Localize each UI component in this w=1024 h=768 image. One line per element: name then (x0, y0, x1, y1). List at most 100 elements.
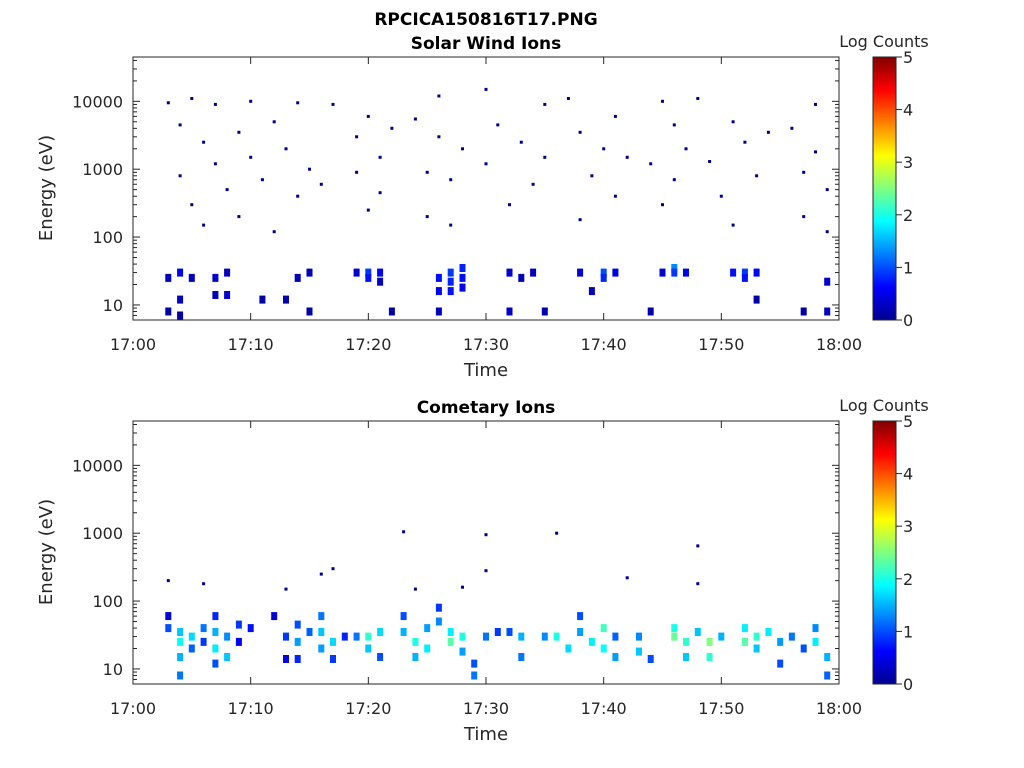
count-dot (814, 150, 817, 154)
count-dot (331, 102, 335, 106)
count-dot (413, 117, 417, 121)
count-dot (308, 167, 311, 171)
colorbar-label: Log Counts (839, 396, 929, 415)
count-dot (437, 94, 441, 98)
count-dot (543, 102, 547, 106)
heatmap-cell (188, 632, 195, 641)
heatmap-cell (353, 632, 360, 641)
count-dot (202, 140, 206, 144)
y-tick-label: 10 (103, 660, 123, 679)
count-dot (437, 135, 441, 139)
count-dot (578, 130, 582, 134)
heatmap-cell (541, 632, 548, 641)
heatmap-cell (435, 603, 442, 612)
heatmap-cell (271, 612, 278, 621)
count-dot (766, 130, 770, 134)
heatmap-cell (294, 655, 301, 663)
heatmap-cell (365, 644, 372, 653)
count-dot (355, 135, 359, 139)
heatmap-cell (177, 653, 184, 661)
count-dot (696, 97, 700, 100)
heatmap-cell (612, 653, 619, 661)
colorbar-tick-label: 5 (903, 412, 913, 431)
count-dot (461, 585, 464, 589)
heatmap-cell (377, 628, 384, 636)
x-tick-label: 17:00 (110, 699, 156, 718)
heatmap-cell (377, 277, 384, 286)
colorbar-tick-label: 1 (903, 258, 913, 277)
count-dot (190, 97, 194, 100)
count-dot (390, 126, 394, 130)
heatmap-cell (447, 637, 454, 646)
count-dot (484, 162, 488, 166)
x-tick-label: 17:20 (345, 699, 391, 718)
heatmap-cell (412, 637, 419, 646)
heatmap-cell (412, 653, 419, 661)
heatmap-cell (577, 612, 584, 621)
count-dot (461, 147, 464, 151)
heatmap-cell (318, 644, 325, 653)
heatmap-cell (753, 268, 760, 277)
heatmap-cell (741, 624, 748, 633)
heatmap-cell (636, 647, 642, 656)
heatmap-cell (459, 283, 466, 292)
heatmap-cell (600, 273, 607, 282)
count-dot (378, 191, 382, 195)
heatmap-cell (824, 307, 831, 316)
count-dot (190, 203, 194, 207)
heatmap-cell (612, 632, 619, 641)
heatmap-cell (318, 612, 325, 621)
count-dot (355, 170, 359, 174)
count-dot (613, 194, 617, 198)
colorbar-tick-label: 1 (903, 622, 913, 641)
heatmap-cell (224, 268, 231, 277)
heatmap-cell (306, 628, 313, 636)
y-tick-label: 10 (103, 296, 123, 315)
heatmap-cell (683, 653, 689, 661)
heatmap-cell (377, 653, 384, 661)
heatmap-cell (753, 632, 760, 641)
x-axis: 17:00 17:10 17:20 17:30 17:40 17:50 18:00 (110, 421, 862, 718)
heatmap-cell (283, 295, 289, 304)
heatmap-cell (459, 264, 466, 272)
heatmap-cell (506, 307, 513, 316)
count-dot (661, 99, 664, 103)
count-dot (566, 97, 570, 100)
heatmap-cell (459, 647, 466, 656)
count-dot (202, 582, 206, 586)
heatmap-cell (800, 644, 807, 653)
colorbar-tick-label: 4 (903, 465, 913, 484)
heatmap-cell (283, 632, 289, 641)
heatmap-cell (200, 624, 207, 633)
count-dot (237, 215, 241, 219)
count-dot (296, 194, 300, 198)
heatmap-cell (600, 644, 607, 653)
heatmap-cell (306, 307, 313, 316)
count-dot (166, 101, 170, 105)
count-dot (661, 203, 664, 207)
heatmap-cell (659, 268, 666, 277)
count-dot (672, 178, 676, 182)
heatmap-cell (741, 268, 748, 277)
heatmap-cell (424, 644, 431, 653)
y-tick-label: 10000 (72, 456, 123, 475)
heatmap-cell (671, 264, 678, 272)
count-dot (590, 174, 594, 178)
count-dot (366, 208, 370, 212)
count-dot (484, 87, 488, 91)
count-dot (743, 140, 747, 144)
heatmap-cell (812, 624, 819, 633)
heatmap-cell (683, 637, 689, 646)
heatmap-cell (777, 637, 784, 646)
count-dot (531, 182, 535, 186)
heatmap-cell (365, 268, 372, 277)
heatmap-cell (471, 659, 478, 668)
y-axis-label: Energy (eV) (36, 499, 57, 605)
count-dot (284, 587, 288, 591)
heatmap-cell (447, 268, 454, 277)
colorbar-tick-label: 0 (903, 675, 913, 694)
heatmap-cell (435, 617, 442, 626)
heatmap-cell (212, 291, 219, 299)
count-dot (425, 215, 429, 219)
